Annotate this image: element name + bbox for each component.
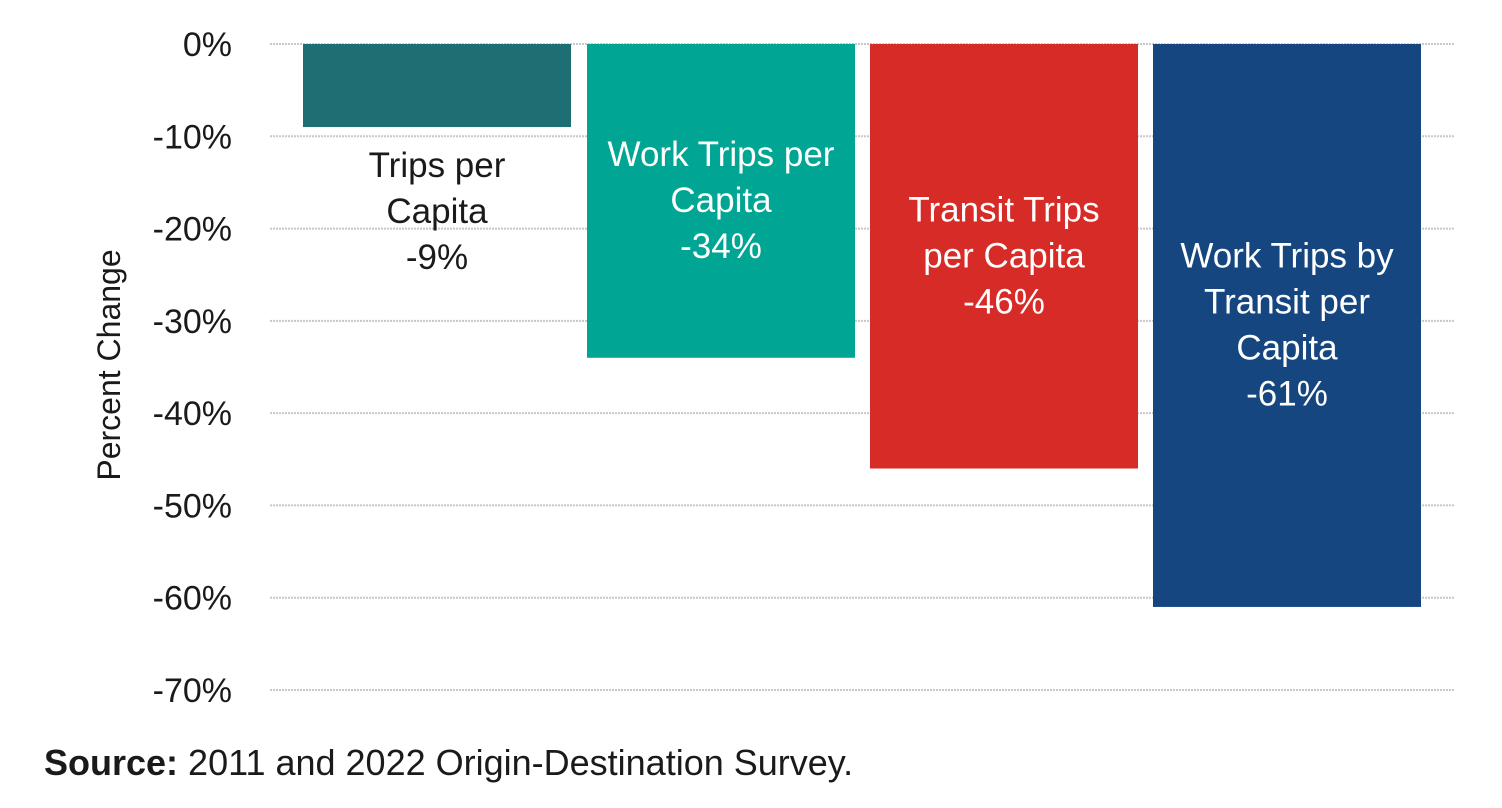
bar-label-line: -61% — [1246, 374, 1328, 413]
source-prefix: Source: — [44, 742, 179, 783]
bar-label-line: -34% — [680, 227, 762, 266]
bar-3 — [870, 44, 1138, 469]
bar-label-line: Capita — [1236, 328, 1338, 367]
bar-label-1: Trips per Capita -9% — [369, 146, 506, 277]
y-tick-label: -70% — [153, 672, 232, 710]
bar-label-line: Transit per — [1204, 282, 1370, 321]
bar-label-4: Work Trips by Transit per Capita -61% — [1180, 236, 1394, 413]
chart-area: 0% -10% -20% -30% -40% -50% -60% -70% Trips per… — [91, 26, 1455, 710]
bar-label-line: Transit Trips — [908, 190, 1099, 229]
bar-label-line: Work Trips by — [1180, 236, 1394, 275]
y-axis-ticks: 0% -10% -20% -30% -40% -50% -60% -70% — [153, 26, 232, 710]
y-tick-label: -30% — [153, 303, 232, 341]
bar-1 — [303, 44, 571, 128]
bar-label-2: Work Trips per Capita -34% — [608, 135, 835, 266]
bar-chart: 0% -10% -20% -30% -40% -50% -60% -70% Trips per… — [91, 26, 1455, 710]
bar-label-line: Work Trips per — [608, 135, 835, 174]
y-tick-label: -10% — [153, 118, 232, 156]
bar-label-line: Capita — [386, 192, 488, 231]
bar-label-line: Trips per — [369, 146, 506, 185]
bar-2 — [587, 44, 855, 358]
bar-label-line: per Capita — [923, 236, 1085, 275]
bar-label-line: -46% — [963, 282, 1045, 321]
bar-label-line: -9% — [406, 238, 468, 277]
y-tick-label: -50% — [153, 487, 232, 525]
y-tick-label: 0% — [183, 26, 232, 64]
y-tick-label: -60% — [153, 580, 232, 618]
y-axis-title: Percent Change — [91, 249, 127, 480]
bar-4 — [1153, 44, 1421, 607]
bars — [303, 44, 1421, 607]
bar-label-3: Transit Trips per Capita -46% — [908, 190, 1099, 321]
y-tick-label: -20% — [153, 211, 232, 249]
bar-label-line: Capita — [670, 181, 772, 220]
source-note: Source: 2011 and 2022 Origin-Destination… — [44, 742, 853, 784]
y-tick-label: -40% — [153, 395, 232, 433]
bar-labels: Trips per Capita -9% Work Trips per Capita -3… — [369, 135, 1395, 414]
source-text: 2011 and 2022 Origin-Destination Survey. — [178, 742, 854, 783]
